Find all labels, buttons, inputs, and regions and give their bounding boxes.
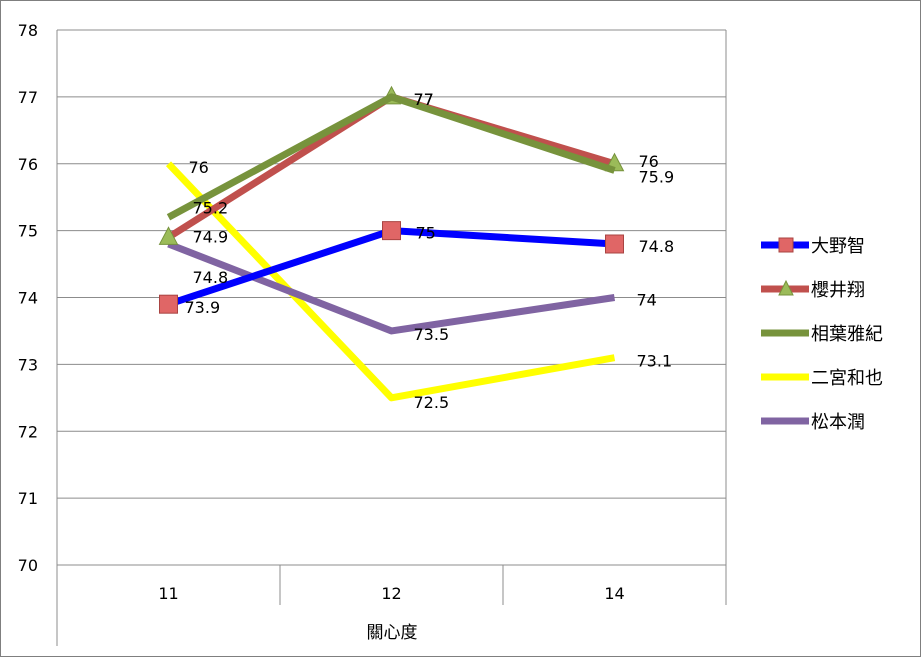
y-tick-label: 75 bbox=[18, 222, 38, 241]
data-point-marker-0-2 bbox=[605, 234, 624, 254]
data-label-3-1: 72.5 bbox=[414, 393, 450, 412]
y-tick-label: 71 bbox=[18, 489, 38, 508]
y-tick-label: 72 bbox=[18, 422, 38, 441]
legend-marker-0 bbox=[778, 237, 794, 253]
data-label-3-0: 76 bbox=[189, 158, 209, 177]
data-label-0-2: 74.8 bbox=[639, 237, 675, 256]
x-tick-label: 12 bbox=[381, 584, 401, 603]
y-tick-label: 73 bbox=[18, 355, 38, 374]
data-point-marker-0-0 bbox=[159, 294, 178, 314]
data-label-1-1: 77 bbox=[414, 90, 434, 109]
x-tick-label: 14 bbox=[604, 584, 624, 603]
data-label-2-0: 75.2 bbox=[193, 198, 229, 217]
data-label-4-1: 73.5 bbox=[414, 325, 450, 344]
data-label-2-1: 77 bbox=[414, 90, 434, 109]
data-point-marker-1-0 bbox=[158, 226, 179, 245]
y-tick-label: 78 bbox=[18, 21, 38, 40]
series-lines bbox=[158, 85, 625, 402]
y-tick-label: 76 bbox=[18, 155, 38, 174]
data-label-4-0: 74.8 bbox=[193, 268, 229, 287]
y-tick-label: 74 bbox=[18, 289, 38, 308]
data-label-1-2: 76 bbox=[639, 152, 659, 171]
x-axis-title: 關心度 bbox=[367, 623, 418, 643]
legend-label-1: 櫻井翔 bbox=[811, 280, 865, 301]
data-label-0-1: 75 bbox=[416, 224, 436, 243]
legend-label-0: 大野智 bbox=[811, 236, 865, 257]
x-tick-label: 11 bbox=[158, 584, 178, 603]
data-label-3-2: 73.1 bbox=[637, 352, 673, 371]
data-point-marker-0-1 bbox=[382, 221, 401, 241]
legend-marker-1 bbox=[778, 279, 794, 296]
series-line-1 bbox=[166, 93, 616, 241]
y-tick-label: 77 bbox=[18, 88, 38, 107]
y-tick-label: 70 bbox=[18, 556, 38, 575]
data-labels: 73.97574.874.9777675.27775.97672.573.174… bbox=[185, 90, 675, 412]
data-label-2-2: 75.9 bbox=[639, 167, 675, 186]
series-line-3 bbox=[165, 161, 616, 402]
legend-label-3: 二宮和也 bbox=[811, 368, 883, 389]
series-line-2 bbox=[166, 93, 616, 221]
data-label-4-2: 74 bbox=[637, 291, 657, 310]
legend-label-4: 松本潤 bbox=[811, 412, 865, 433]
legend-label-2: 相葉雅紀 bbox=[811, 324, 883, 345]
axes: 70 71 72 73 74 75 76 77 78 11 12 14 bbox=[18, 21, 727, 646]
series-line-4 bbox=[167, 240, 616, 335]
data-label-1-0: 74.9 bbox=[193, 227, 229, 246]
data-label-0-0: 73.9 bbox=[185, 298, 221, 317]
gridlines bbox=[57, 29, 726, 566]
